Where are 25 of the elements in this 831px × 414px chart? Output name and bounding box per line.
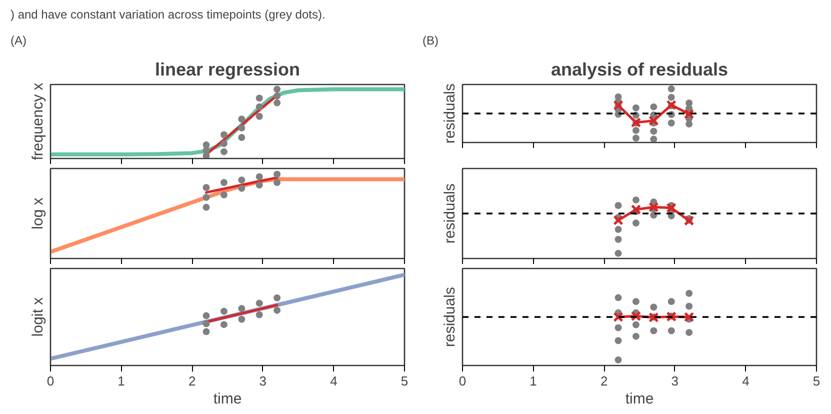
chart-title: linear regression [154,60,300,80]
y-axis-title: frequency x [30,82,46,160]
x-tick-label: 3 [259,374,267,388]
text: (B) [422,34,438,48]
x-axis-title: time [213,390,242,408]
x-tick-label: 4 [742,374,750,388]
x-tick-label: 2 [188,374,196,388]
x-tick-label: 0 [46,374,54,388]
x-tick-label: 1 [118,374,125,388]
y-axis-title: log x [30,197,46,230]
x-tick-label: 2 [600,374,608,388]
chart-title: analysis of residuals [550,60,728,80]
x-tick-label: 0 [458,374,466,388]
y-axis-title: residuals [442,286,458,348]
x-tick-label: 5 [400,374,408,388]
x-tick-label: 4 [330,374,338,388]
y-axis-title: residuals [442,183,458,244]
y-axis-title: residuals [442,83,458,144]
text: (A) [10,34,26,48]
x-tick-label: 5 [812,374,820,388]
x-tick-label: 3 [671,374,679,388]
text: ) and have constant variation across timepoints (grey dots). [10,8,326,22]
x-axis-title: time [625,390,654,408]
x-tick-label: 1 [530,374,537,388]
y-axis-title: logit x [30,296,46,337]
